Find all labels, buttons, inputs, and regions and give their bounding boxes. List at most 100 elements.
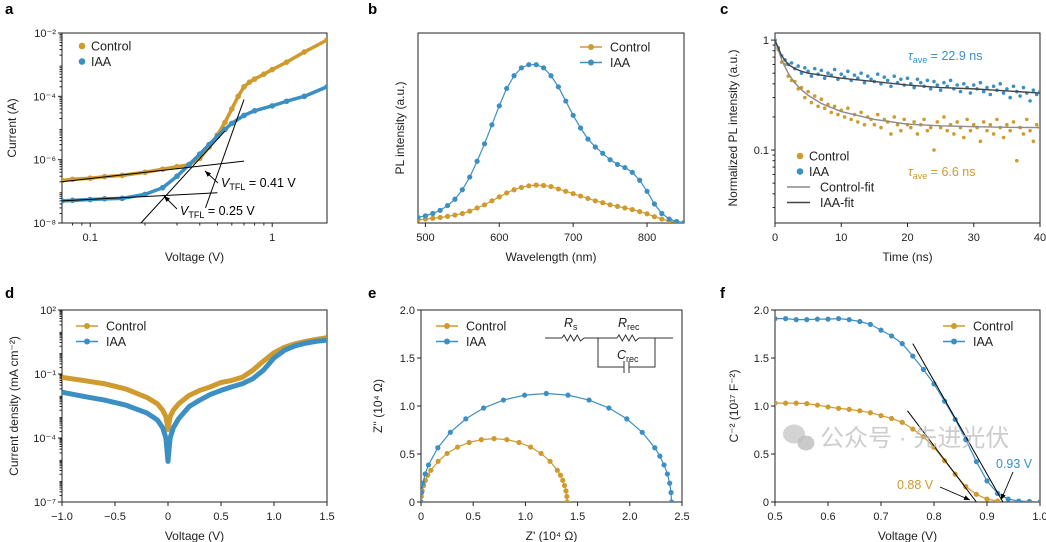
- data-point: [422, 471, 428, 477]
- plot-frame: [417, 32, 685, 224]
- y-tick-label: 1.0: [400, 401, 415, 413]
- data-point: [555, 84, 561, 90]
- y-axis-label: PL intensity (a.u.): [393, 82, 407, 175]
- legend-item: IAA-fit: [787, 196, 855, 210]
- data-point: [592, 198, 598, 204]
- data-point: [865, 74, 870, 78]
- circuit-label: Rs: [564, 316, 578, 332]
- data-point: [1021, 85, 1026, 90]
- data-point: [915, 132, 920, 136]
- data-point: [659, 216, 665, 222]
- data-point: [862, 122, 867, 127]
- annotation-var: τ: [908, 49, 914, 63]
- data-point: [932, 79, 936, 84]
- panel-b: b 500 600 700 800 Wavelength (nm) PL intensity…: [368, 1, 685, 264]
- data-point: [910, 353, 916, 359]
- data-point: [968, 91, 973, 95]
- data-point: [829, 110, 834, 115]
- panel-label: c: [720, 1, 728, 18]
- data-point: [214, 133, 221, 140]
- data-point: [547, 458, 553, 464]
- data-point: [945, 128, 950, 133]
- x-tick-label: 800: [638, 232, 656, 244]
- x-tick-label: 0.5: [767, 511, 782, 523]
- data-point: [849, 117, 853, 122]
- plot-area: [421, 390, 675, 502]
- data-point: [261, 71, 267, 77]
- data-point: [444, 450, 450, 457]
- data-point: [666, 216, 672, 222]
- data-point: [629, 206, 635, 213]
- tangent-line: [140, 130, 226, 223]
- data-point: [899, 77, 903, 82]
- tangent-line: [907, 410, 977, 502]
- data-point: [832, 104, 837, 109]
- data-point: [174, 173, 180, 180]
- data-point: [496, 103, 502, 109]
- data-point: [931, 444, 937, 450]
- data-point: [421, 489, 425, 496]
- panel-label: b: [368, 1, 377, 18]
- data-point: [809, 100, 814, 105]
- legend-item: IAA: [580, 56, 631, 70]
- data-point: [819, 97, 824, 101]
- data-point: [955, 83, 959, 87]
- data-point: [435, 445, 441, 451]
- data-point: [421, 499, 424, 502]
- circuit-symbol: C: [617, 348, 627, 362]
- circuit-sub: rec: [627, 322, 640, 332]
- plot-frame: [774, 309, 1041, 503]
- data-point: [489, 122, 495, 128]
- data-point: [592, 144, 598, 150]
- arrowhead-icon: [1001, 493, 1006, 500]
- data-point: [543, 390, 549, 397]
- legend-item: IAA: [436, 335, 487, 349]
- legend-label: IAA: [809, 165, 830, 179]
- annotation-text: = 0.41 V: [245, 176, 296, 190]
- y-axis-label: Normalized PL intensity (a.u.): [726, 50, 740, 207]
- data-point: [624, 416, 630, 422]
- data-point: [222, 119, 228, 126]
- data-point: [681, 219, 684, 223]
- data-point: [1005, 496, 1011, 502]
- series-line: [421, 438, 568, 502]
- x-tick-label: 1.5: [319, 511, 334, 523]
- y-tick-label: 0.5: [754, 449, 769, 461]
- data-point: [538, 450, 544, 457]
- data-point: [511, 73, 517, 79]
- data-point: [496, 194, 502, 200]
- data-point: [644, 188, 650, 194]
- data-point: [889, 84, 893, 89]
- data-point: [889, 415, 895, 422]
- x-tick-label: 0.8: [926, 511, 941, 523]
- data-point: [467, 174, 473, 180]
- annotation: τave = 22.9 ns: [908, 49, 982, 65]
- data-point: [857, 408, 863, 414]
- annotation-sub: ave: [913, 171, 928, 181]
- data-point: [585, 136, 591, 142]
- data-point: [822, 106, 827, 111]
- data-point: [775, 400, 778, 406]
- series-iaa: [775, 38, 1040, 103]
- x-tick-label: 600: [490, 232, 508, 244]
- data-point: [846, 69, 850, 74]
- data-point: [521, 392, 528, 398]
- data-point: [444, 213, 451, 219]
- data-point: [229, 106, 235, 112]
- data-point: [561, 482, 568, 489]
- data-point: [657, 453, 663, 459]
- data-point: [872, 122, 877, 127]
- data-point: [839, 72, 844, 76]
- data-point: [478, 437, 484, 443]
- series-iaa: [418, 62, 684, 223]
- data-point: [586, 397, 592, 403]
- legend-label: Control: [106, 320, 146, 334]
- data-point: [186, 161, 193, 168]
- data-point: [269, 66, 276, 73]
- data-point: [554, 467, 560, 473]
- watermark: 公众号 · 先进光伏: [783, 424, 1009, 452]
- circuit-sub: s: [573, 322, 578, 332]
- data-point: [971, 122, 976, 127]
